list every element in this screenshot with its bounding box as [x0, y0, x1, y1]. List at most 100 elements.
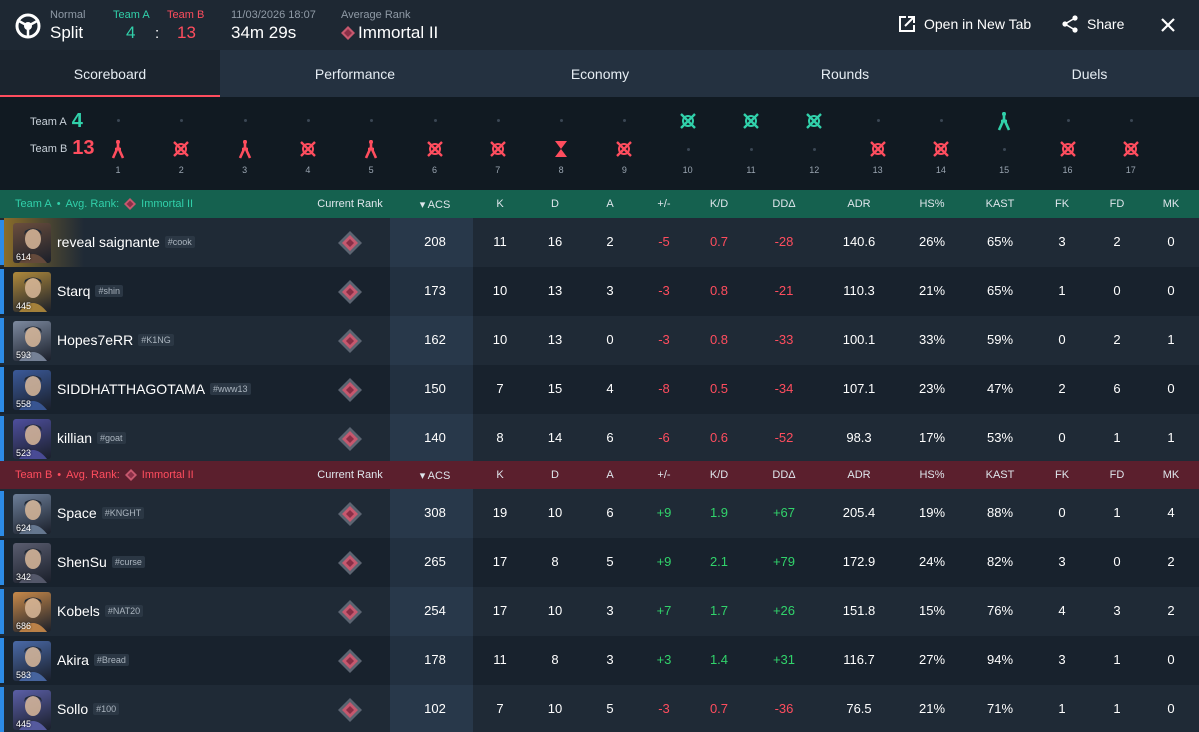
tab-rounds[interactable]: Rounds — [820, 65, 870, 82]
col-fd[interactable]: FD — [1109, 469, 1125, 481]
col-dd[interactable]: DDΔ — [772, 198, 796, 210]
round-9[interactable]: 9 — [609, 97, 639, 182]
col-k[interactable]: K — [496, 198, 504, 210]
agent-portrait-icon — [19, 375, 47, 410]
player-name-group[interactable]: SIDDHATTHAGOTAMA #www13 — [57, 381, 251, 397]
round-1[interactable]: 1 — [103, 97, 133, 182]
stat-dd: -21 — [774, 283, 794, 298]
col-d[interactable]: D — [551, 469, 559, 481]
player-row[interactable]: 624 Space #KNGHT 308 19 10 6 +9 1.9 +67 205.4 19% 88… — [0, 489, 1199, 538]
round-12[interactable]: 12 — [799, 97, 829, 182]
stat-dd: -52 — [774, 430, 794, 445]
col-kd[interactable]: K/D — [709, 198, 729, 210]
col-mk[interactable]: MK — [1162, 469, 1180, 481]
player-name-group[interactable]: Hopes7eRR #K1NG — [57, 332, 174, 348]
tab-duels[interactable]: Duels — [1071, 65, 1108, 82]
player-name-group[interactable]: Space #KNGHT — [57, 505, 145, 521]
round-11[interactable]: 11 — [736, 97, 766, 182]
col-kast[interactable]: KAST — [985, 198, 1015, 210]
player-row[interactable]: 593 Hopes7eRR #K1NG 162 10 13 0 -3 0.8 -33 100.1 33… — [0, 316, 1199, 365]
col-current-rank[interactable]: Current Rank — [317, 469, 383, 481]
player-name: Akira — [57, 652, 89, 668]
agent-avatar[interactable] — [13, 272, 51, 312]
col-kd[interactable]: K/D — [709, 469, 729, 481]
col-a[interactable]: A — [606, 469, 614, 481]
agent-avatar[interactable] — [13, 690, 51, 730]
col-dd[interactable]: DDΔ — [772, 469, 796, 481]
round-timeline: Team A 4 Team B 13 1 2 3 4 5 6 7 8 9 10 11 12 13 14 15… — [0, 97, 1199, 190]
col-current-rank[interactable]: Current Rank — [317, 198, 383, 210]
round-16[interactable]: 16 — [1053, 97, 1083, 182]
player-name-group[interactable]: Akira #Bread — [57, 652, 129, 668]
col-kast[interactable]: KAST — [985, 469, 1015, 481]
stat-fd: 3 — [1113, 603, 1121, 618]
round-3[interactable]: 3 — [230, 97, 260, 182]
col-acs[interactable]: ▾ ACS — [410, 198, 460, 211]
close-icon[interactable] — [1158, 15, 1178, 35]
agent-avatar[interactable] — [13, 223, 51, 263]
teamB-score-block: Team B 13 — [167, 9, 204, 44]
round-13[interactable]: 13 — [863, 97, 893, 182]
round-2[interactable]: 2 — [166, 97, 196, 182]
player-name-group[interactable]: ShenSu #curse — [57, 554, 145, 570]
player-row[interactable]: 614 reveal saignante #cook 208 11 16 2 -5 0.7 -28… — [0, 218, 1199, 267]
col-hs[interactable]: HS% — [919, 198, 945, 210]
agent-avatar[interactable] — [13, 494, 51, 534]
stat-kd: 1.4 — [709, 652, 729, 667]
open-new-tab-button[interactable]: Open in New Tab — [898, 15, 1031, 33]
tab-economy[interactable]: Economy — [570, 65, 630, 82]
agent-avatar[interactable] — [13, 641, 51, 681]
share-button[interactable]: Share — [1061, 15, 1124, 33]
col-d[interactable]: D — [551, 198, 559, 210]
col-fk[interactable]: FK — [1054, 198, 1070, 210]
player-row[interactable]: 523 killian #goat 140 8 14 6 -6 0.6 -52 98.3 17% 53%… — [0, 414, 1199, 463]
player-row[interactable]: 686 Kobels #NAT20 254 17 10 3 +7 1.7 +26 151.8 15% 7… — [0, 587, 1199, 636]
player-row[interactable]: 445 Starq #shin 173 10 13 3 -3 0.8 -21 110.3 21% 65%… — [0, 267, 1199, 316]
player-name-group[interactable]: reveal saignante #cook — [57, 234, 195, 250]
round-10[interactable]: 10 — [673, 97, 703, 182]
player-name-group[interactable]: Sollo #100 — [57, 701, 120, 717]
round-8[interactable]: 8 — [546, 97, 576, 182]
agent-avatar[interactable] — [13, 419, 51, 459]
agent-avatar[interactable] — [13, 321, 51, 361]
col-plusminus[interactable]: +/- — [657, 469, 671, 481]
player-name-group[interactable]: Starq #shin — [57, 283, 123, 299]
round-17[interactable]: 17 — [1116, 97, 1146, 182]
tab-performance[interactable]: Performance — [314, 65, 396, 82]
agent-portrait-icon — [19, 424, 47, 459]
agent-avatar[interactable] — [13, 543, 51, 583]
player-tag: #KNGHT — [101, 507, 145, 519]
round-15[interactable]: 15 — [989, 97, 1019, 182]
col-k[interactable]: K — [496, 469, 504, 481]
tab-bar: Scoreboard Performance Economy Rounds Du… — [0, 50, 1199, 97]
col-fk[interactable]: FK — [1054, 469, 1070, 481]
agent-portrait-icon — [19, 646, 47, 681]
col-fd[interactable]: FD — [1109, 198, 1125, 210]
stat-kd: 0.6 — [709, 430, 729, 445]
round-4[interactable]: 4 — [293, 97, 323, 182]
tab-scoreboard[interactable]: Scoreboard — [0, 50, 220, 97]
col-acs[interactable]: ▾ ACS — [410, 469, 460, 482]
agent-avatar[interactable] — [13, 370, 51, 410]
col-adr[interactable]: ADR — [847, 198, 871, 210]
col-hs[interactable]: HS% — [919, 469, 945, 481]
player-name-group[interactable]: killian #goat — [57, 430, 126, 446]
stat-hs: 21% — [918, 283, 946, 298]
col-plusminus[interactable]: +/- — [657, 198, 671, 210]
round-5[interactable]: 5 — [356, 97, 386, 182]
player-row[interactable]: 583 Akira #Bread 178 11 8 3 +3 1.4 +31 116.7 27% 94%… — [0, 636, 1199, 685]
round-6[interactable]: 6 — [420, 97, 450, 182]
round-7[interactable]: 7 — [483, 97, 513, 182]
stat-kd: 0.5 — [709, 381, 729, 396]
col-adr[interactable]: ADR — [847, 469, 871, 481]
col-a[interactable]: A — [606, 198, 614, 210]
player-row[interactable]: 342 ShenSu #curse 265 17 8 5 +9 2.1 +79 172.9 24% 82… — [0, 538, 1199, 587]
agent-avatar[interactable] — [13, 592, 51, 632]
stat-kd: 0.8 — [709, 332, 729, 347]
col-mk[interactable]: MK — [1162, 198, 1180, 210]
player-name-group[interactable]: Kobels #NAT20 — [57, 603, 144, 619]
player-row[interactable]: 558 SIDDHATTHAGOTAMA #www13 150 7 15 4 -8 0.5 -34… — [0, 365, 1199, 414]
stat-dd: +31 — [772, 652, 796, 667]
round-14[interactable]: 14 — [926, 97, 956, 182]
player-row[interactable]: 445 Sollo #100 102 7 10 5 -3 0.7 -36 76.5 21% 71% 1 1 0 — [0, 685, 1199, 732]
